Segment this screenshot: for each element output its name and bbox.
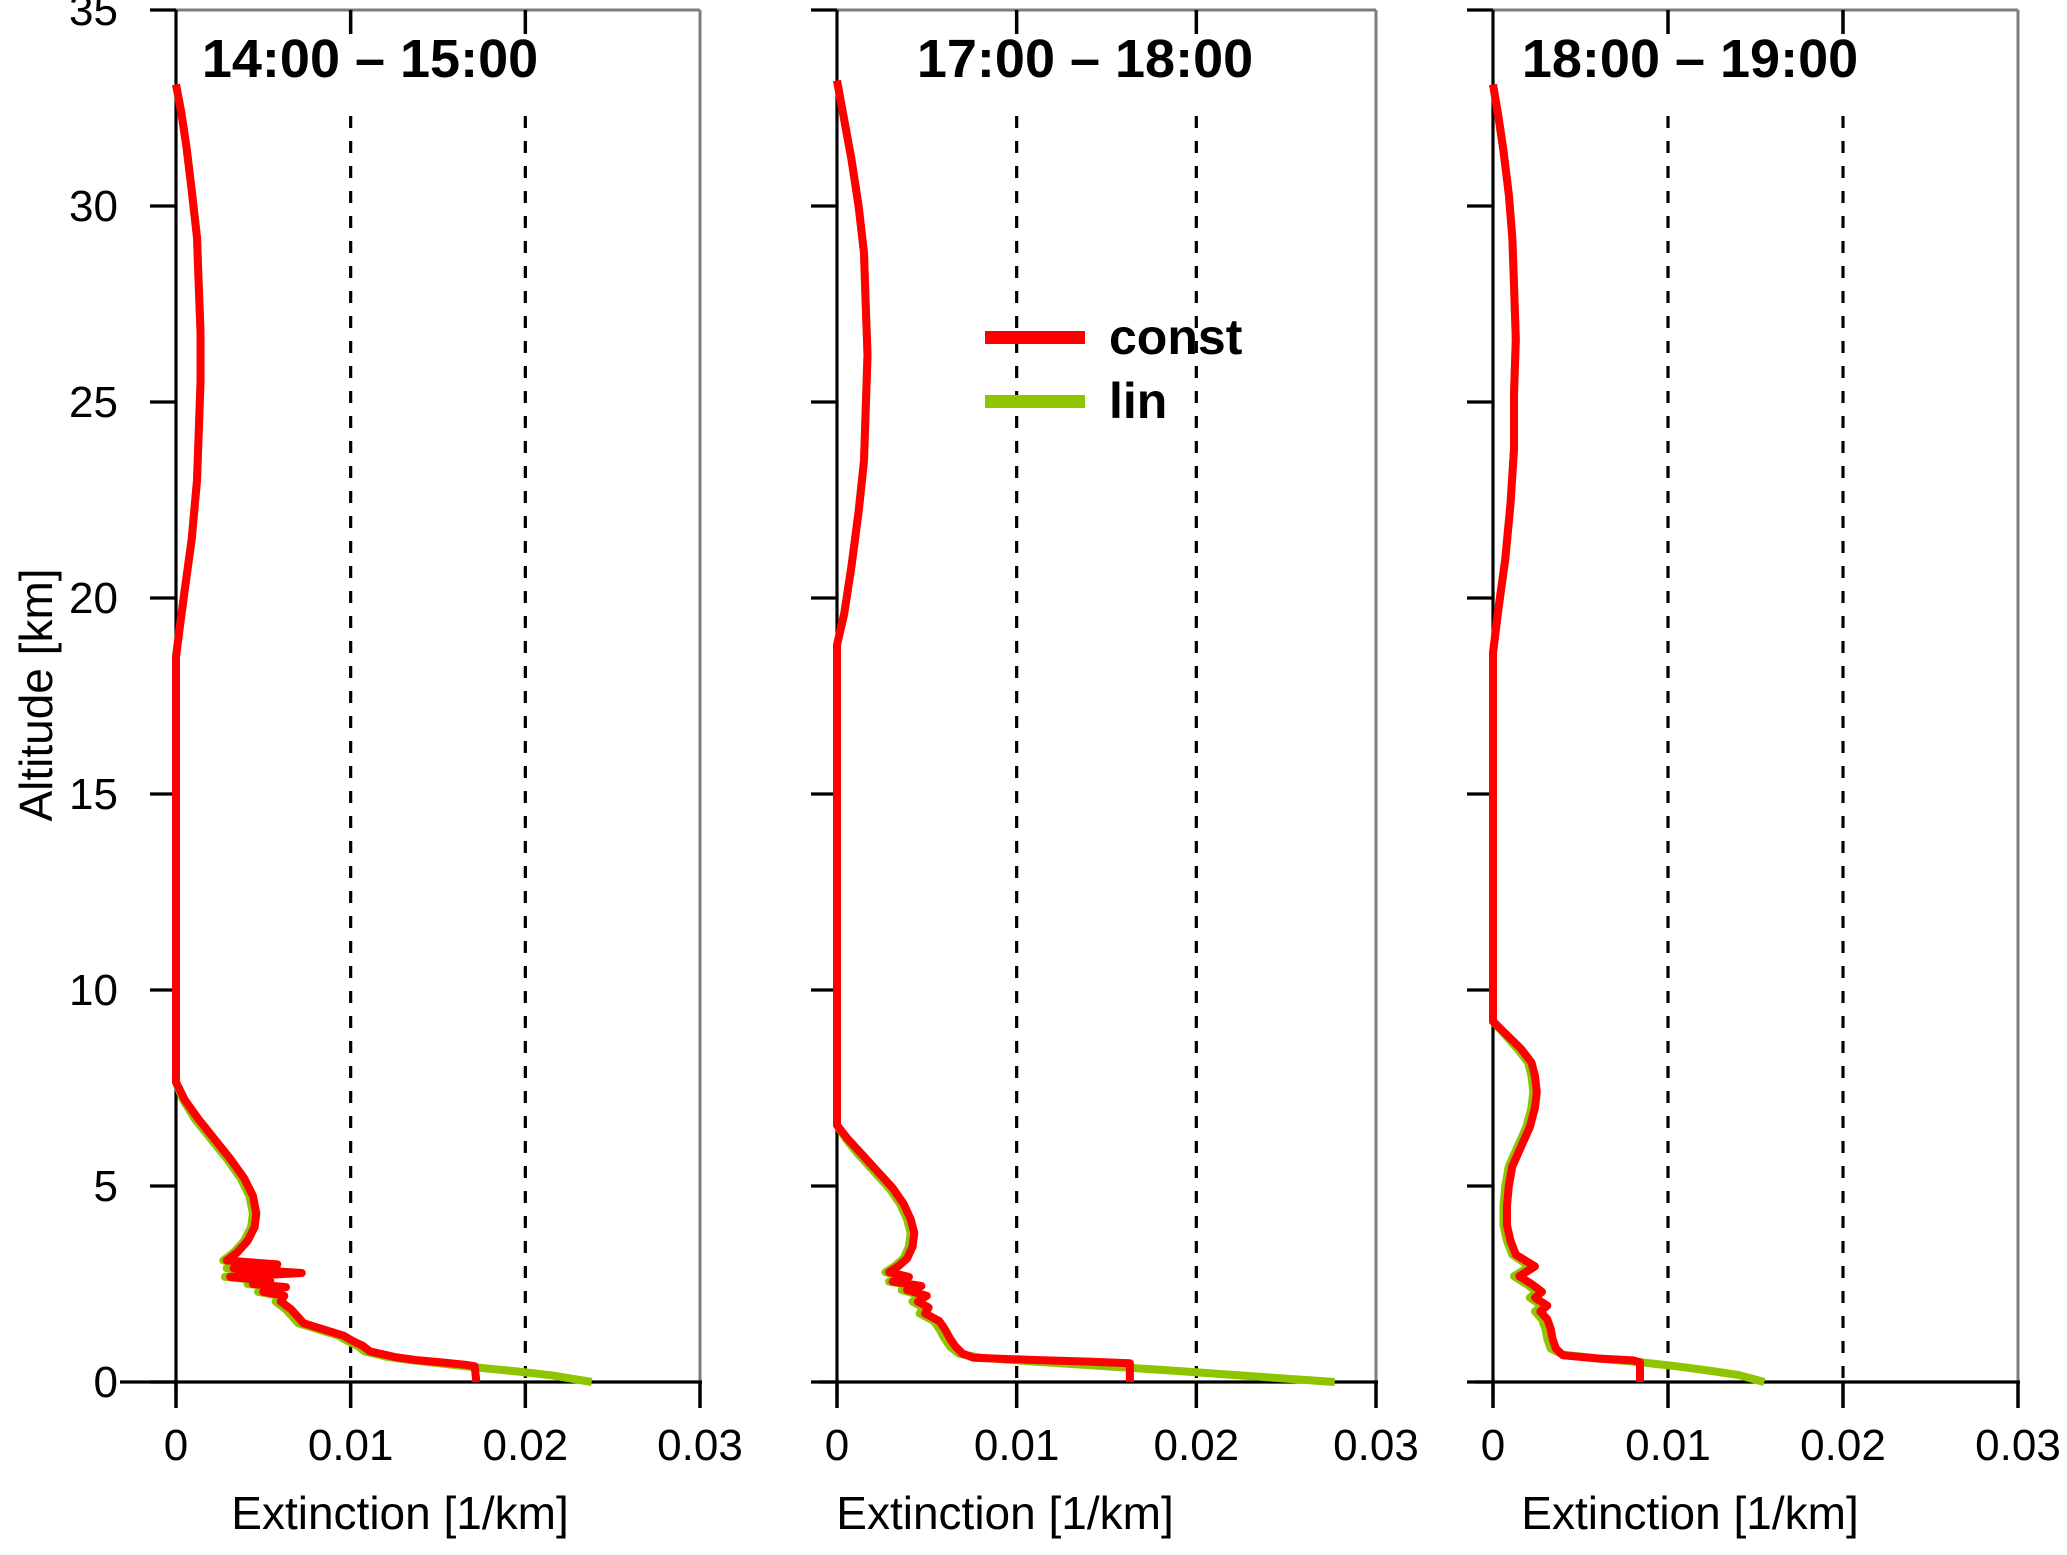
legend-entry-const: const [985,305,1242,369]
y-axis-label: Altitude [km] [10,568,62,822]
panel-title-1: 14:00 – 15:00 [201,29,539,89]
svg-text:0.01: 0.01 [1625,1421,1711,1470]
svg-text:35: 35 [69,0,118,35]
svg-text:0: 0 [825,1421,849,1470]
svg-text:30: 30 [69,182,118,231]
svg-text:5: 5 [94,1162,118,1211]
svg-text:0.02: 0.02 [1800,1421,1886,1470]
svg-text:0: 0 [94,1358,118,1407]
svg-text:20: 20 [69,574,118,623]
const-line-swatch-icon [985,330,1085,344]
svg-text:0.02: 0.02 [483,1421,569,1470]
x-axis-label-1: Extinction [1/km] [231,1487,569,1539]
svg-text:0.03: 0.03 [657,1421,743,1470]
svg-text:0: 0 [164,1421,188,1470]
svg-text:0.01: 0.01 [308,1421,394,1470]
svg-text:0.01: 0.01 [974,1421,1060,1470]
x-axis-label-3: Extinction [1/km] [1521,1487,1859,1539]
panel-title-2: 17:00 – 18:00 [916,29,1254,89]
svg-text:0: 0 [1481,1421,1505,1470]
svg-text:25: 25 [69,378,118,427]
lin-line-swatch-icon [985,394,1085,408]
svg-text:15: 15 [69,770,118,819]
legend-entry-lin: lin [985,369,1242,433]
svg-text:10: 10 [69,966,118,1015]
legend: const lin [985,305,1242,433]
svg-text:0.02: 0.02 [1154,1421,1240,1470]
legend-label-const: const [1109,309,1243,365]
svg-text:0.03: 0.03 [1333,1421,1419,1470]
panel-title-3: 18:00 – 19:00 [1521,29,1859,89]
svg-text:0.03: 0.03 [1975,1421,2061,1470]
legend-label-lin: lin [1109,373,1168,429]
x-axis-label-2: Extinction [1/km] [836,1487,1174,1539]
